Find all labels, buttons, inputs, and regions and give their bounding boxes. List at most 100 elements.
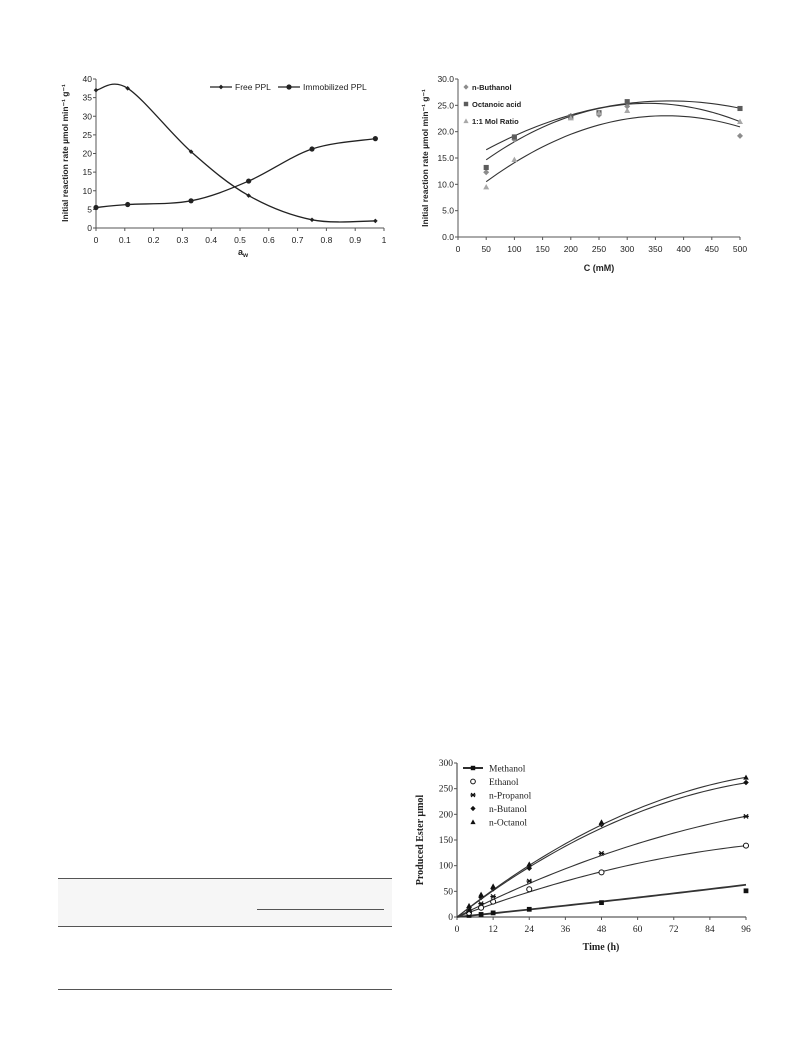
chart2-point-1-1-mol-ratio	[483, 183, 490, 190]
chart1-legend-marker-free-ppl	[218, 84, 224, 90]
chart3-point-n-butanol	[490, 885, 496, 892]
chart3-axes	[456, 763, 746, 918]
chart1-point-immobilized-ppl	[188, 198, 194, 204]
chart2-point-n-buthanol	[624, 103, 631, 110]
chart3-point-ethanol	[478, 904, 485, 911]
chart1-point-free-ppl	[188, 149, 194, 154]
chart2-x-tick-label: 350	[648, 244, 662, 254]
chart3-point-ethanol	[490, 898, 497, 905]
chart2-x-tick-label: 0	[456, 244, 461, 254]
chart3-series	[456, 774, 750, 918]
chart3-legend-marker-ethanol	[470, 778, 476, 785]
chart2-x-axis-label: C (mM)	[584, 263, 615, 273]
chart2-y-tick-label: 25.0	[437, 100, 454, 110]
chart3-legend-label-n-octanol: n-Octanol	[489, 819, 527, 829]
chart1-line-immobilized-ppl	[95, 137, 376, 209]
chart2-x-tick-label: 200	[564, 244, 578, 254]
chart2-axes	[457, 79, 740, 238]
chart1-x-tick-label: 0.4	[205, 235, 217, 245]
chart3-point-ethanol	[742, 842, 750, 849]
chart1-x-tick-label: 0.8	[320, 235, 332, 245]
chart2-x-tick-label: 100	[507, 244, 521, 254]
chart1-x-tick-label: 0.6	[263, 235, 275, 245]
chart3-point-methanol	[490, 910, 496, 916]
chart3-x-tick-label: 24	[525, 925, 535, 935]
chart3-point-methanol	[743, 888, 749, 894]
chart2-point-octanoic-acid	[624, 99, 630, 105]
chart1-x-tick-label: 0	[94, 235, 99, 245]
table-header-subrule	[257, 909, 384, 910]
table-top-rule	[58, 878, 392, 879]
chart1-y-tick-label: 15	[83, 167, 93, 177]
chart3-point-methanol	[599, 900, 604, 906]
chart3-point-n-octanol	[478, 891, 484, 897]
chart3-point-methanol	[526, 906, 532, 912]
chart3-legend-label-ethanol: Ethanol	[489, 778, 519, 788]
chart1-y-tick-label: 10	[83, 186, 93, 196]
chart3-y-tick-label: 50	[444, 887, 454, 897]
chart3-legend-label-methanol: Methanol	[489, 765, 526, 775]
chart2-point-1-1-mol-ratio	[596, 109, 602, 116]
chart3-line-ethanol	[456, 845, 747, 918]
chart2-point-1-1-mol-ratio	[624, 107, 631, 113]
chart3-point-n-octanol	[466, 902, 472, 908]
chart2-point-n-buthanol	[483, 169, 490, 176]
chart3-point-n-butanol	[526, 865, 533, 872]
chart3-x-tick-label: 48	[597, 925, 607, 935]
chart1-x-tick-label: 0.1	[119, 235, 131, 245]
chart3-point-n-propanol	[478, 901, 484, 907]
chart1-y-tick-label: 30	[83, 111, 93, 121]
chart2-point-n-buthanol	[596, 111, 602, 118]
chart3-x-tick-label: 84	[705, 925, 715, 935]
chart1-legend: Free PPL Immobilized PPL	[210, 82, 367, 92]
chart2-legend-label-1-1-mol-ratio: 1:1 Mol Ratio	[472, 117, 519, 126]
chart3-x-axis-label: Time (h)	[583, 942, 620, 953]
chart3-legend-label-n-butanol: n-Butanol	[489, 805, 527, 815]
chart3-x-tick-label: 0	[455, 925, 460, 935]
chart1-line-free-ppl	[95, 83, 376, 223]
chart2-y-tick-label: 30.0	[437, 74, 454, 84]
chart3-y-axis-label: Produced Ester µmol	[415, 795, 426, 886]
chart3-legend-marker-n-octanol	[470, 819, 476, 825]
chart2-point-1-1-mol-ratio	[567, 114, 574, 121]
chart2-y-tick-label: 5.0	[442, 206, 454, 216]
chart2-legend-marker-1-1-mol-ratio	[463, 118, 469, 124]
chart3-y-tick-label: 250	[439, 785, 454, 795]
chart3-y-tick-label: 100	[439, 862, 454, 872]
chart1-x-axis-label: aw	[238, 247, 249, 259]
chart3-point-n-butanol	[478, 894, 484, 901]
table-header-band	[58, 878, 392, 926]
chart2-y-tick-label: 15.0	[437, 153, 454, 163]
chart2-x-tick-label: 300	[620, 244, 634, 254]
chart1-y-ticks: 0 5 10 15 20 25 30 35 40	[83, 74, 96, 233]
table-header-rule	[58, 926, 392, 927]
chart2-y-axis-label: Initial reaction rate µmol min⁻¹ g⁻¹	[420, 89, 430, 227]
chart3-y-tick-label: 150	[439, 836, 454, 846]
chart3-line-n-propanol	[456, 815, 747, 918]
chart3-y-tick-label: 300	[439, 759, 454, 769]
chart3-legend-marker-methanol	[470, 765, 476, 771]
chart2-point-1-1-mol-ratio	[511, 156, 518, 162]
chart3-x-tick-label: 96	[741, 925, 751, 935]
chart3-point-n-propanol	[598, 850, 605, 856]
chart1-legend-marker-immobilized-ppl	[286, 84, 292, 90]
table-bottom-rule	[58, 989, 392, 990]
chart3-line-n-butanol	[456, 782, 747, 918]
chart3-legend-label-n-propanol: n-Propanol	[489, 792, 532, 802]
chart2-legend-marker-n-buthanol	[463, 84, 469, 90]
chart3-x-tick-label: 36	[561, 925, 571, 935]
chart2-trendline-octanoic-acid	[485, 100, 741, 151]
chart3-y-ticks: 0 50 100 150 200 250 300	[439, 759, 457, 923]
chart3-point-n-propanol	[466, 908, 472, 914]
chart1-x-tick-label: 0.2	[148, 235, 160, 245]
chart2-x-tick-label: 50	[481, 244, 491, 254]
chart2-point-octanoic-acid	[737, 105, 743, 112]
chart2-legend-marker-octanoic-acid	[463, 101, 469, 107]
chart1-y-tick-label: 0	[87, 223, 92, 233]
chart2-x-tick-label: 400	[677, 244, 691, 254]
chart2-point-n-buthanol	[567, 112, 574, 119]
chart3-point-ethanol	[598, 869, 605, 876]
chart2-trendline-n-buthanol	[485, 102, 741, 161]
chart1-x-tick-label: 0.9	[349, 235, 361, 245]
chart3-point-n-propanol	[490, 893, 496, 899]
